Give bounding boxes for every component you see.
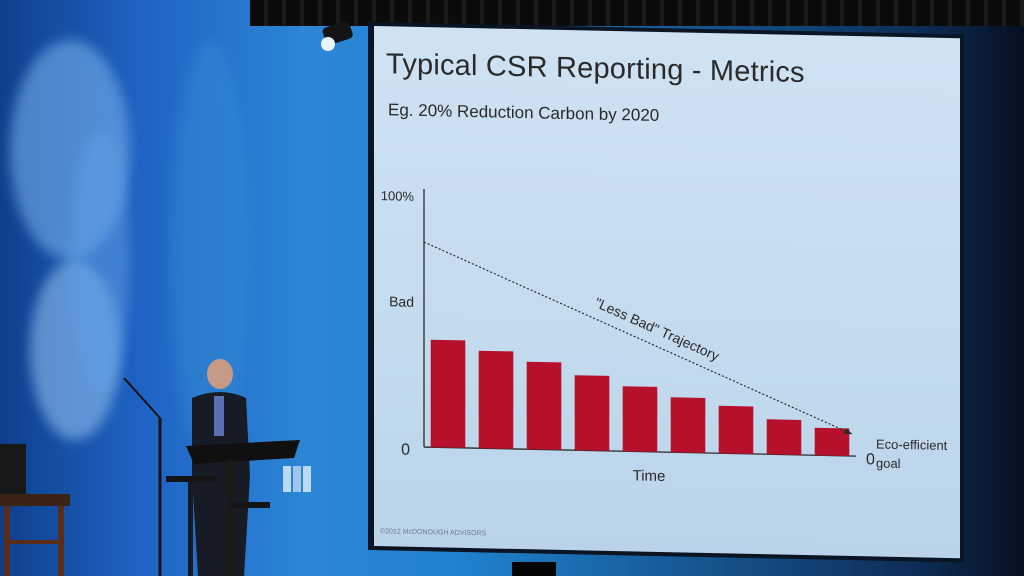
less-bad-trajectory-line [423,241,853,435]
x-axis-label: Time [633,467,666,485]
floor-monitor [512,562,556,576]
microphone-stand [123,378,162,576]
bar-5 [622,386,658,452]
eco-efficient-goal-label-line1: Eco-efficient [876,437,948,453]
slide-title: Typical CSR Reporting - Metrics [386,48,805,90]
slide-subtitle: Eg. 20% Reduction Carbon by 2020 [388,100,660,125]
y-tick-label-100: 100% [381,188,415,204]
right-axis-zero-label: 0 [866,451,875,468]
csr-metrics-chart: 100% Bad 0 "Less Bad" Trajectory 0 Eco-e… [381,188,948,485]
bar-8 [766,419,802,455]
stage-chair [0,444,70,576]
presentation-slide: Typical CSR Reporting - Metrics Eg. 20% … [374,26,960,559]
trajectory-label: "Less Bad" Trajectory [592,294,721,364]
eco-efficient-goal-label-line2: goal [876,456,901,472]
bar-2 [478,350,514,449]
lectern [166,440,300,576]
y-tick-label-bad: Bad [389,293,414,310]
bar-7 [718,405,754,454]
water-bottles [283,466,311,492]
slide-footer-credit: ©2012 McDONOUGH ADVISORS [380,528,487,538]
y-tick-label-0: 0 [401,442,410,459]
bar-group [430,339,850,456]
lighting-truss [250,0,1024,26]
presenter [192,359,250,576]
bar-1 [430,339,466,448]
bar-6 [670,397,706,453]
trajectory-arrowhead [844,428,852,435]
bar-9 [814,427,850,456]
spotlight-fixture [321,21,353,51]
bar-3 [526,361,562,450]
bar-4 [574,375,610,451]
